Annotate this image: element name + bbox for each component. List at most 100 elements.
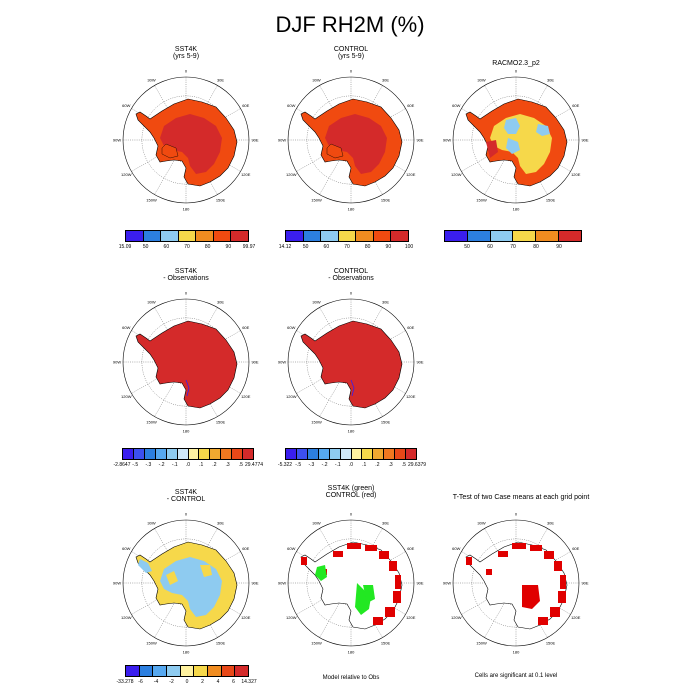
longitude-label: 30W [477, 521, 485, 526]
significant-cell [554, 561, 562, 571]
longitude-label: 120E [241, 172, 251, 177]
colorbar-boxes [125, 665, 249, 677]
longitude-label: 180 [183, 207, 190, 212]
colorbar-tick-label: .3 [225, 462, 230, 468]
colorbar-tick-label: .1 [362, 462, 367, 468]
colorbar-swatch [559, 231, 581, 241]
longitude-label: 0 [515, 69, 518, 74]
longitude-label: 90W [113, 138, 121, 143]
panel-title-line: (yrs 5-9) [337, 53, 365, 60]
positive-change-patch [200, 565, 212, 577]
longitude-label: 90W [278, 360, 286, 365]
significant-cell [466, 557, 472, 565]
longitude-label: 0 [350, 69, 353, 74]
longitude-label: 30E [217, 78, 224, 83]
panel-title-line: (yrs 5-9) [172, 53, 200, 60]
longitude-label: 120W [121, 394, 132, 399]
longitude-label: 120W [121, 172, 132, 177]
ross-ice-shelf [326, 143, 344, 159]
significant-cell [365, 545, 377, 551]
colorbar-swatch [307, 449, 319, 459]
colorbar-boxes [125, 230, 249, 242]
longitude-label: 60E [242, 546, 249, 551]
longitude-label: 150E [381, 419, 391, 424]
longitude-label: 120W [121, 615, 132, 620]
interior-high-rh [325, 114, 387, 174]
colorbar-tick-label: -.3 [308, 462, 315, 468]
colorbar-racmo: 50 60 70 80 90 [444, 230, 582, 250]
significant-cell [498, 551, 508, 557]
colorbar-swatch [210, 449, 222, 459]
longitude-label: 60W [122, 546, 130, 551]
colorbar-tick-label: 70 [184, 244, 190, 250]
colorbar-tick-label: -.2 [321, 462, 328, 468]
colorbar-swatch [318, 449, 330, 459]
colorbar-tick-label: 90 [225, 244, 232, 250]
colorbar-tick-label: .1 [199, 462, 204, 468]
panel-title-line: SST4K [174, 268, 198, 275]
colorbar-tick-label: 50 [302, 244, 309, 250]
colorbar-tick-label: 14.12 [278, 244, 292, 250]
interior-high-rh [160, 114, 222, 174]
panel-title-redgreen: SST4K (green) CONTROL (red) [276, 485, 426, 499]
longitude-label: 90W [278, 138, 286, 143]
colorbar-boxes [285, 230, 409, 242]
colorbar-swatch [296, 449, 308, 459]
significant-cell [538, 617, 548, 625]
longitude-label: 90E [581, 581, 588, 586]
panel-title-line: RACMO2.3_p2 [492, 60, 540, 67]
longitude-label: 120W [286, 394, 297, 399]
colorbar-tick-label: 90 [556, 244, 562, 250]
continent-outline [300, 541, 403, 630]
colorbar-tick-label: .3 [388, 462, 393, 468]
longitude-label: 30E [217, 300, 224, 305]
meridian-line [154, 361, 187, 417]
longitude-label: 30E [217, 521, 224, 526]
colorbar-control-obs: -5.322 -.5 -.3 -.2 -.1 .0 .1 .2 .3 .5 29.6379 [278, 448, 426, 468]
colorbar-sst4k: 15.09 50 60 70 80 90 99.97 [119, 230, 255, 250]
colorbar-tick-label: -4 [153, 679, 159, 685]
longitude-label: 180 [183, 650, 190, 655]
longitude-label: 150W [146, 640, 157, 645]
longitude-label: 90E [416, 360, 423, 365]
colorbar-swatch [123, 449, 134, 459]
continent-outline [465, 541, 568, 630]
colorbar-swatch [243, 449, 254, 459]
colorbar-boxes [285, 448, 417, 460]
panel-title-line: SST4K [174, 46, 198, 53]
meridian-line [154, 139, 187, 195]
colorbar-labels: -2.8647 -.5 -.3 -.2 -.1 .0 .1 .2 .3 .5 29.4774 [114, 460, 264, 468]
longitude-label: 90E [251, 138, 258, 143]
map-panel-sst4k-obs: 0 30E 60E 90E 120E 150E 180 150W 120W 90W 60W 30W [113, 291, 259, 434]
panel-title-line: - Observations [163, 275, 209, 282]
colorbar-swatch [133, 449, 145, 459]
longitude-label: 60W [122, 103, 130, 108]
longitude-label: 120W [286, 615, 297, 620]
colorbar-tick-label: 50 [464, 244, 470, 250]
longitude-label: 90E [416, 138, 423, 143]
longitude-label: 120W [451, 172, 462, 177]
negative-bias-line [350, 379, 355, 397]
longitude-label: 150W [476, 640, 487, 645]
longitude-label: 0 [185, 512, 188, 517]
positive-change-patch [166, 571, 178, 585]
significant-cell [347, 543, 361, 549]
colorbar-swatch [126, 231, 144, 241]
colorbar-tick-label: 60 [323, 244, 330, 250]
colorbar-swatch [391, 231, 409, 241]
longitude-label: 90E [251, 581, 258, 586]
green-region [315, 565, 327, 581]
colorbar-swatch [166, 449, 178, 459]
longitude-label: 150E [216, 419, 226, 424]
longitude-label: 60E [572, 103, 579, 108]
significant-cell [373, 617, 383, 625]
panel-title-line: CONTROL [333, 268, 369, 275]
colorbar-tick-label: 100 [404, 244, 414, 250]
meridian-line [319, 582, 352, 638]
colorbar-boxes [122, 448, 254, 460]
colorbar-tick-label: 80 [533, 244, 539, 250]
colorbar-swatch [373, 449, 385, 459]
colorbar-tick-label: 15.09 [118, 244, 132, 250]
high-rh-patch [486, 140, 498, 158]
longitude-label: 120E [406, 394, 416, 399]
